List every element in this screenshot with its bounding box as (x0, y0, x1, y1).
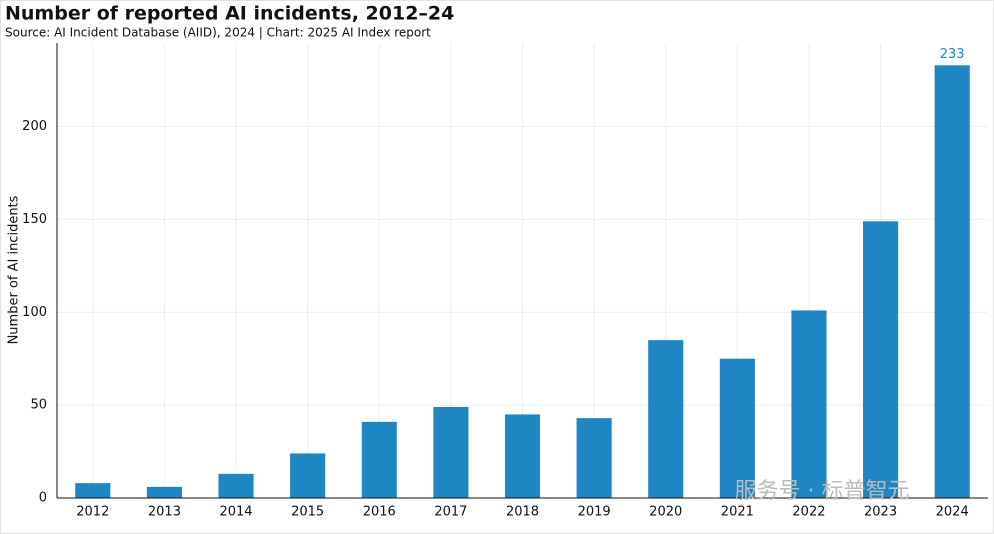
x-tick-label: 2019 (578, 505, 611, 520)
bar (791, 310, 827, 498)
bar (576, 418, 612, 498)
bar (719, 358, 755, 498)
bar (648, 340, 684, 498)
y-axis-label: Number of AI incidents (7, 195, 22, 344)
bar (290, 453, 326, 498)
chart-title: Number of reported AI incidents, 2012–24 (5, 3, 454, 25)
x-tick-label: 2021 (721, 505, 754, 520)
chart-subtitle: Source: AI Incident Database (AIID), 202… (5, 26, 431, 40)
y-tick-label: 200 (22, 119, 47, 134)
x-tick-label: 2018 (506, 505, 539, 520)
bar (433, 407, 469, 498)
x-tick-label: 2017 (434, 505, 467, 520)
x-tick-label: 2013 (148, 505, 181, 520)
y-tick-label: 150 (22, 212, 47, 227)
bar (146, 486, 182, 498)
x-tick-label: 2023 (864, 505, 897, 520)
y-tick-label: 100 (22, 305, 47, 320)
x-tick-label: 2024 (936, 505, 969, 520)
x-tick-label: 2012 (76, 505, 109, 520)
x-tick-label: 2016 (363, 505, 396, 520)
bar (934, 65, 970, 499)
bar (504, 414, 541, 498)
bar (75, 483, 111, 498)
watermark: 服务号 · 标普智元 (735, 479, 910, 504)
x-tick-label: 2015 (291, 505, 324, 520)
bar (863, 221, 899, 499)
bar (218, 473, 254, 498)
y-tick-label: 50 (30, 398, 47, 413)
x-tick-label: 2020 (649, 505, 682, 520)
x-tick-label: 2014 (219, 505, 252, 520)
plot-area: 0 50 100 150 200 2012 2013 2014 2015 2016 2017 2018… (22, 43, 988, 520)
x-tick-label: 2022 (792, 505, 825, 520)
data-label: 233 (940, 47, 965, 62)
y-tick-label: 0 (39, 491, 47, 506)
bar (361, 421, 397, 498)
